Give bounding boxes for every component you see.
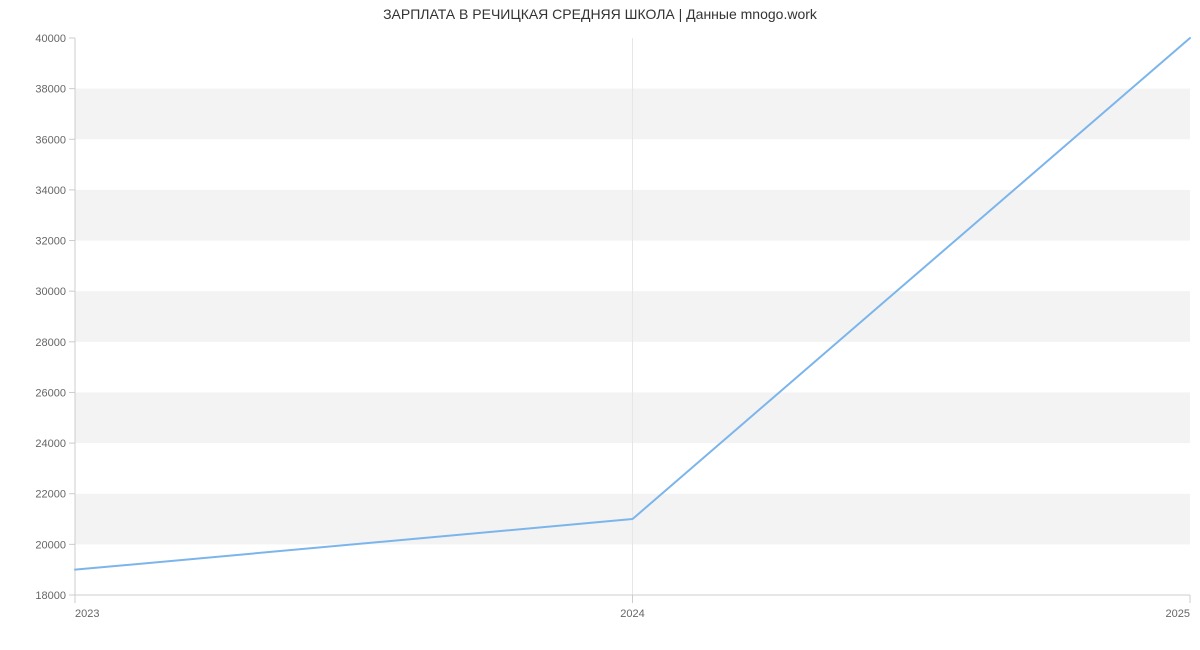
y-tick-label: 38000 bbox=[35, 84, 66, 96]
y-tick-label: 22000 bbox=[35, 489, 66, 501]
y-tick-label: 18000 bbox=[35, 590, 66, 602]
line-chart: 18000 20000 22000 24000 26000 28000 30000 32000… bbox=[0, 0, 1200, 650]
chart-container: ЗАРПЛАТА В РЕЧИЦКАЯ СРЕДНЯЯ ШКОЛА | Данн… bbox=[0, 0, 1200, 650]
y-tick-label: 26000 bbox=[35, 387, 66, 399]
y-tick-label: 36000 bbox=[35, 134, 66, 146]
y-tick-label: 30000 bbox=[35, 286, 66, 298]
y-tick-label: 28000 bbox=[35, 337, 66, 349]
y-tick-label: 20000 bbox=[35, 539, 66, 551]
x-tick-label: 2025 bbox=[1166, 608, 1190, 620]
chart-title: ЗАРПЛАТА В РЕЧИЦКАЯ СРЕДНЯЯ ШКОЛА | Данн… bbox=[0, 6, 1200, 22]
y-tick-label: 40000 bbox=[35, 33, 66, 45]
x-tick-label: 2023 bbox=[75, 608, 99, 620]
x-tick-label: 2024 bbox=[620, 608, 644, 620]
y-tick-label: 34000 bbox=[35, 185, 66, 197]
y-tick-label: 32000 bbox=[35, 236, 66, 248]
y-tick-label: 24000 bbox=[35, 438, 66, 450]
